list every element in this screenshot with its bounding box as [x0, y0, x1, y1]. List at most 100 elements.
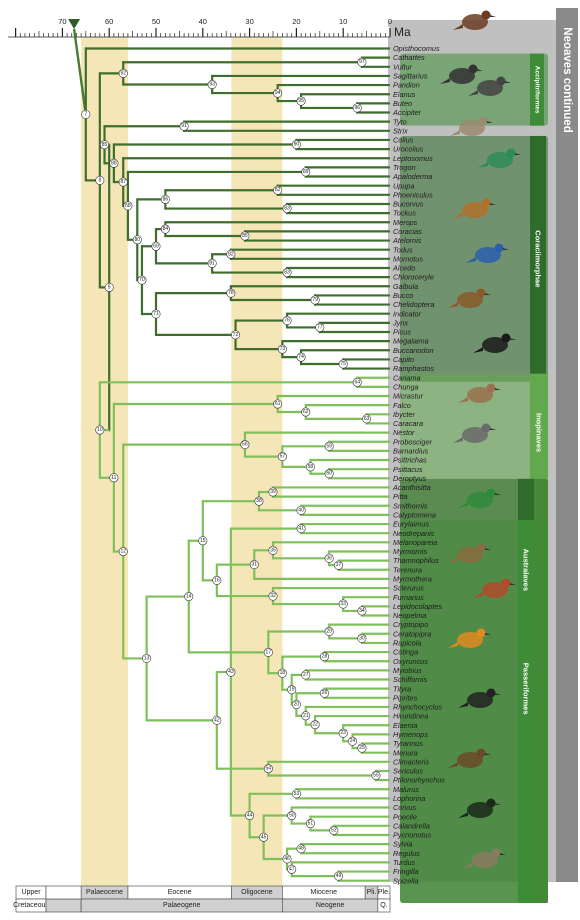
taxon-label: Cotinga	[393, 648, 418, 657]
taxon-label: Atelornis	[392, 236, 422, 245]
node-marker	[95, 425, 105, 435]
taxon-label: Buteo	[393, 99, 412, 108]
node-label: 36	[326, 555, 332, 561]
bird-body	[462, 14, 488, 30]
taxon-label: Deroptyus	[393, 474, 427, 483]
node-label: 13	[144, 655, 150, 661]
node-marker	[249, 560, 259, 570]
node-marker	[263, 647, 273, 657]
bird-body	[467, 387, 493, 403]
bird-head	[486, 488, 496, 498]
node-label: 35	[270, 547, 276, 553]
node-label: 26	[322, 690, 328, 696]
taxon-label: Trogon	[393, 163, 416, 172]
node-label: 90	[294, 142, 300, 148]
node-marker	[226, 288, 236, 298]
bird-illustration	[458, 488, 501, 508]
bird-tail	[458, 702, 468, 708]
node-marker	[231, 330, 241, 340]
bird-illustration	[458, 798, 501, 818]
bird-beak	[495, 803, 501, 805]
node-label: 23	[340, 730, 346, 736]
node-label: 50	[289, 813, 295, 819]
taxon-label: Sagittarius	[393, 72, 428, 81]
node-label: 12	[120, 549, 126, 555]
node-marker	[132, 235, 142, 245]
taxon-label: Accipiter	[392, 108, 422, 117]
node-label: 84	[163, 226, 169, 232]
node-label: 52	[331, 827, 337, 833]
node-marker	[301, 407, 311, 417]
taxon-label: Piprites	[393, 693, 418, 702]
bird-head	[494, 243, 504, 253]
taxon-label: Menura	[393, 748, 418, 757]
bird-beak	[490, 203, 496, 205]
taxon-label: Schiffornis	[393, 675, 427, 684]
taxon-label: Myiobius	[393, 666, 422, 675]
node-marker	[273, 185, 283, 195]
node-marker	[338, 359, 348, 369]
bird-body	[462, 202, 488, 218]
node-label: 76	[284, 318, 290, 324]
taxon-label: Corvus	[393, 803, 416, 812]
taxon-label: Merops	[393, 218, 418, 227]
clade-panel-bg	[400, 53, 548, 126]
node-marker	[160, 194, 170, 204]
bird-body	[487, 152, 513, 168]
bird-body	[475, 247, 501, 263]
taxon-label: Cryptopipo	[393, 620, 428, 629]
bird-beak	[495, 388, 501, 390]
node-label: 37	[336, 562, 342, 568]
node-label: 86	[163, 196, 169, 202]
bird-tail	[448, 762, 458, 768]
node-marker	[296, 352, 306, 362]
node-label: 8	[98, 177, 101, 183]
bird-tail	[473, 592, 483, 598]
node-marker	[291, 789, 301, 799]
taxon-label: Buccanodon	[393, 346, 434, 355]
node-label: 42	[214, 717, 220, 723]
clade-label: Passeriformes	[522, 663, 531, 715]
node-label: 80	[134, 237, 140, 243]
node-marker	[109, 473, 119, 483]
taxon-label: Climacteris	[393, 757, 429, 766]
strat-cell	[377, 898, 391, 913]
clade-label: Australaves	[522, 548, 531, 591]
bird-beak	[510, 583, 516, 585]
taxon-label: Rupicola	[393, 639, 421, 648]
bird-tail	[448, 557, 458, 563]
bird-illustration	[448, 288, 491, 308]
bird-body	[467, 492, 493, 508]
taxon-label: Smithornis	[393, 501, 428, 510]
node-marker	[282, 268, 292, 278]
epoch-label: Miocene	[311, 889, 338, 896]
clade-strip	[518, 520, 534, 903]
bird-beak	[495, 493, 501, 495]
taxon-label: Todus	[393, 245, 413, 254]
node-marker	[357, 743, 367, 753]
taxon-label: Phoeniculus	[393, 190, 433, 199]
node-label: 44	[247, 813, 253, 819]
node-label: 71	[153, 311, 159, 317]
bird-illustration	[448, 748, 491, 768]
node-label: 94	[275, 90, 281, 96]
taxon-label: Probosciger	[393, 437, 433, 446]
node-label: 39	[270, 489, 276, 495]
node-label: 19	[289, 687, 295, 693]
bird-body	[467, 802, 493, 818]
node-marker	[282, 854, 292, 864]
taxon-label: Picus	[393, 328, 411, 337]
bird-head	[481, 198, 491, 208]
taxon-label: Psittacus	[393, 465, 423, 474]
node-label: 69	[153, 243, 159, 249]
bird-body	[482, 337, 508, 353]
taxon-label: Megalaima	[393, 337, 429, 346]
node-label: 93	[209, 82, 215, 88]
node-marker	[301, 167, 311, 177]
taxon-label: Cariama	[393, 373, 421, 382]
taxon-label: Chelidoptera	[393, 300, 434, 309]
node-marker	[371, 771, 381, 781]
node-label: 85	[102, 142, 108, 148]
epoch-label: Eocene	[168, 889, 192, 896]
period-label: Neogene	[316, 902, 345, 909]
